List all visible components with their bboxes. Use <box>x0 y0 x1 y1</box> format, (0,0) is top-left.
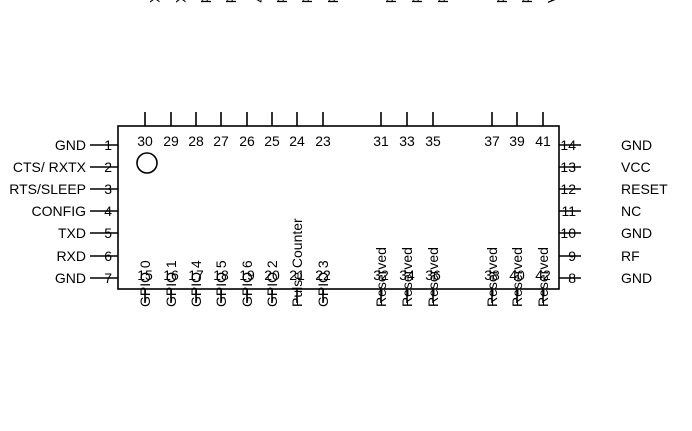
pin-label: GPIO 5 <box>213 260 229 307</box>
pin-number: 33 <box>399 133 415 149</box>
pin-label: Reserved <box>435 0 451 3</box>
pin-number: 41 <box>535 133 551 149</box>
pin-label: CONFIG <box>32 203 86 219</box>
pin-number: 13 <box>560 159 576 175</box>
pin-label: RF <box>621 248 640 264</box>
pin-number: 6 <box>104 248 112 264</box>
pin-label: VCC_PA <box>545 0 561 4</box>
pin-label: GND <box>621 225 652 241</box>
pin-number: 25 <box>264 133 280 149</box>
pin-number: 23 <box>315 133 331 149</box>
pin-number: 28 <box>188 133 204 149</box>
pin-number: 31 <box>373 133 389 149</box>
pin-label: GND <box>55 270 86 286</box>
pin-label: Reserved <box>425 247 441 307</box>
pin-number: 11 <box>561 203 576 219</box>
pin-number: 29 <box>163 133 179 149</box>
pin-number: 10 <box>560 225 576 241</box>
pin-label: Reserved <box>383 0 399 3</box>
pin-label: TXD <box>58 225 86 241</box>
pin-label: Reserved <box>535 247 551 307</box>
pin-label: Reserved <box>198 0 214 3</box>
pin-number: 14 <box>560 137 576 153</box>
pin-label: GND <box>621 270 652 286</box>
pin-number: 5 <box>104 225 112 241</box>
pin-number: 8 <box>568 270 576 286</box>
pin-number: 7 <box>104 270 112 286</box>
pin-number: 4 <box>104 203 112 219</box>
pin-label: Reserved <box>519 0 535 3</box>
pin-label: Reserved <box>509 247 525 307</box>
pin-label: GPIO 6 <box>239 260 255 307</box>
pin-label: Reserved <box>484 247 500 307</box>
pin-label: NC <box>621 203 641 219</box>
pin-label: RSSI / TX <box>173 0 189 4</box>
pin-number: 24 <box>289 133 305 149</box>
pin-number: 1 <box>104 137 112 153</box>
pin-label: CTS/ RXTX <box>13 159 87 175</box>
pin-label: Connect / RX <box>147 0 163 4</box>
pin-number: 39 <box>509 133 525 149</box>
pin-label: RTS/SLEEP <box>9 181 86 197</box>
pin-label: Reserved <box>325 0 341 3</box>
pin-label: GPIO 0 <box>137 260 153 307</box>
pin-number: 12 <box>560 181 576 197</box>
pin-label: Reserved <box>409 0 425 3</box>
pin-number: 2 <box>104 159 112 175</box>
pin-number: 37 <box>484 133 500 149</box>
pin-number: 30 <box>137 133 153 149</box>
pin-label: GND <box>621 137 652 153</box>
pin-label: Reserved <box>223 0 239 3</box>
pin-label: Reserved <box>274 0 290 3</box>
pin-label: GPIO 1 <box>163 260 179 307</box>
pin-label: RXD <box>56 248 86 264</box>
pin1-orientation-marker <box>137 153 157 173</box>
pin-number: 27 <box>213 133 229 149</box>
pin-label: Reserved <box>399 247 415 307</box>
pin-label: Pulse Counter <box>289 218 305 307</box>
pin-label: Reserved <box>494 0 510 3</box>
pin-number: 35 <box>425 133 441 149</box>
pin-label: GPIO 7 <box>249 0 265 3</box>
pin-label: GPIO 2 <box>264 260 280 307</box>
pin-label: GND <box>55 137 86 153</box>
pin-number: 9 <box>568 248 576 264</box>
pin-label: GPIO 4 <box>188 260 204 307</box>
pin-number: 26 <box>239 133 255 149</box>
pin-label: GPIO 3 <box>315 260 331 307</box>
pin-label: Reserved <box>299 0 315 3</box>
pin-label: Reserved <box>373 247 389 307</box>
pin-label: VCC <box>621 159 651 175</box>
pin-number: 3 <box>104 181 112 197</box>
pin-label: RESET <box>621 181 668 197</box>
